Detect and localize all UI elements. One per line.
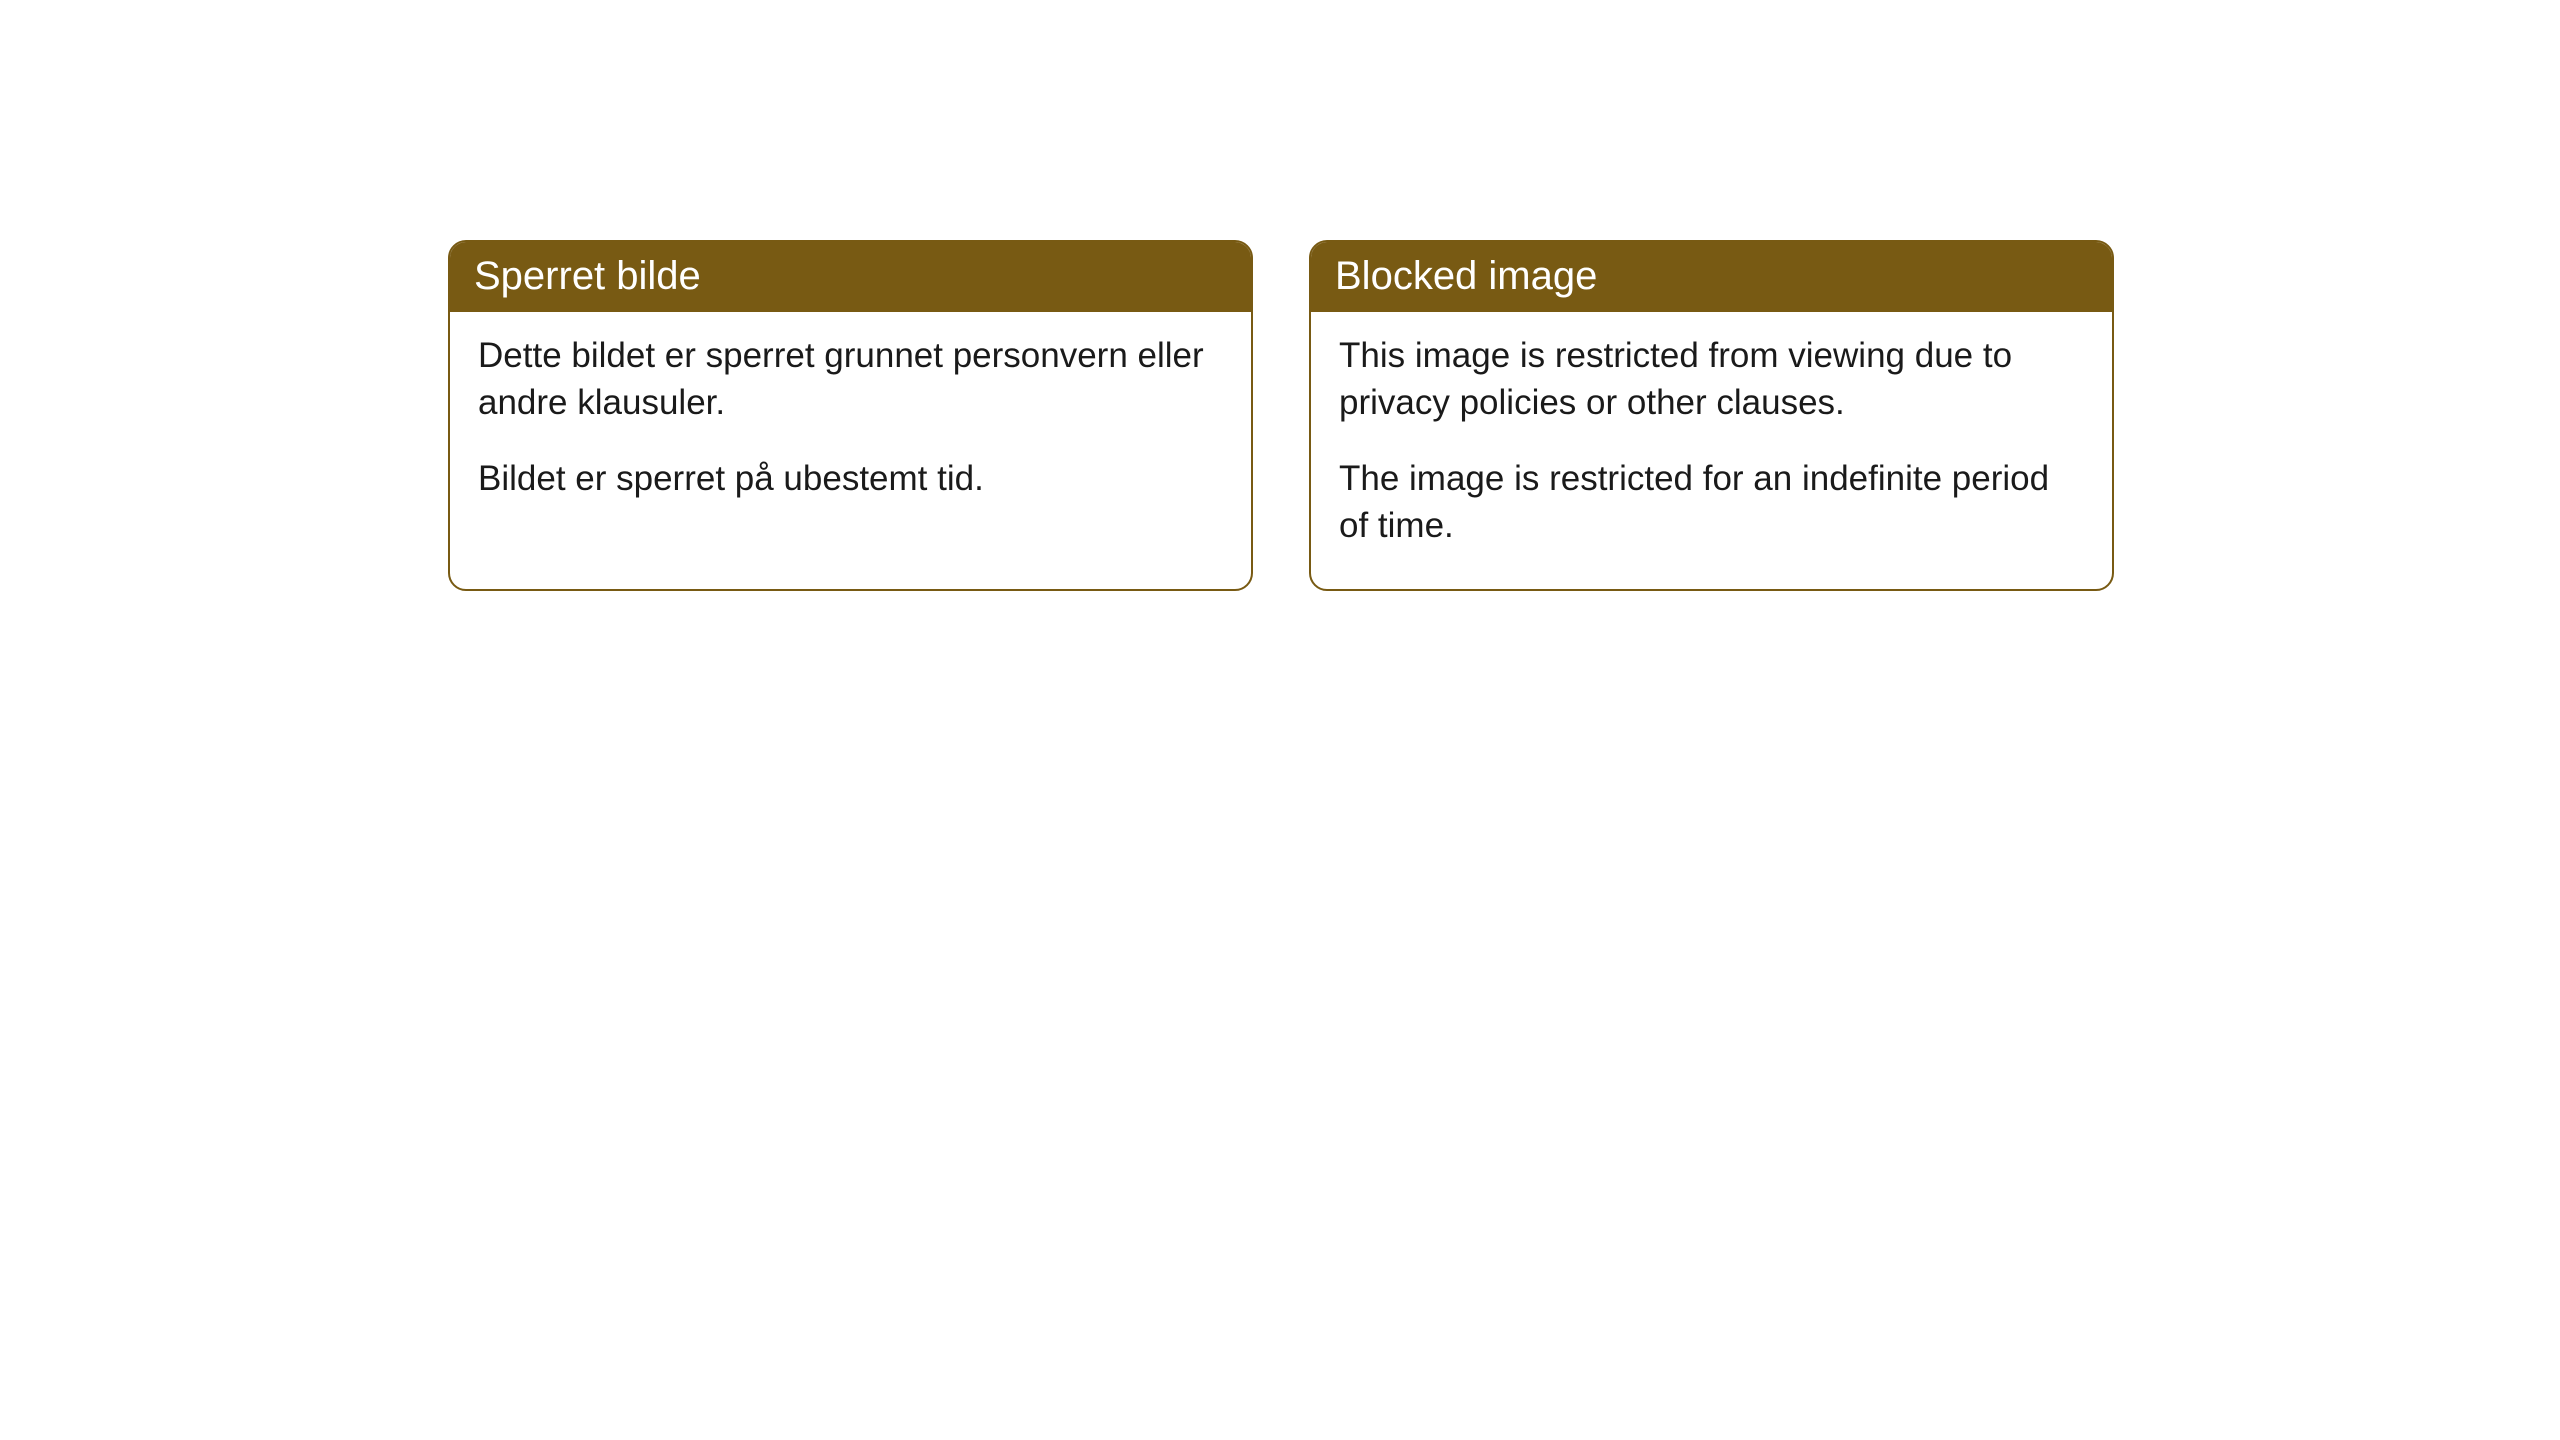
cards-container: Sperret bilde Dette bildet er sperret gr… [0, 0, 2560, 591]
blocked-image-card-en: Blocked image This image is restricted f… [1309, 240, 2114, 591]
card-text-no-2: Bildet er sperret på ubestemt tid. [478, 455, 1223, 502]
card-title-no: Sperret bilde [450, 242, 1251, 312]
card-title-en: Blocked image [1311, 242, 2112, 312]
card-text-en-2: The image is restricted for an indefinit… [1339, 455, 2084, 550]
card-body-en: This image is restricted from viewing du… [1311, 312, 2112, 589]
card-text-no-1: Dette bildet er sperret grunnet personve… [478, 332, 1223, 427]
card-text-en-1: This image is restricted from viewing du… [1339, 332, 2084, 427]
blocked-image-card-no: Sperret bilde Dette bildet er sperret gr… [448, 240, 1253, 591]
card-body-no: Dette bildet er sperret grunnet personve… [450, 312, 1251, 542]
